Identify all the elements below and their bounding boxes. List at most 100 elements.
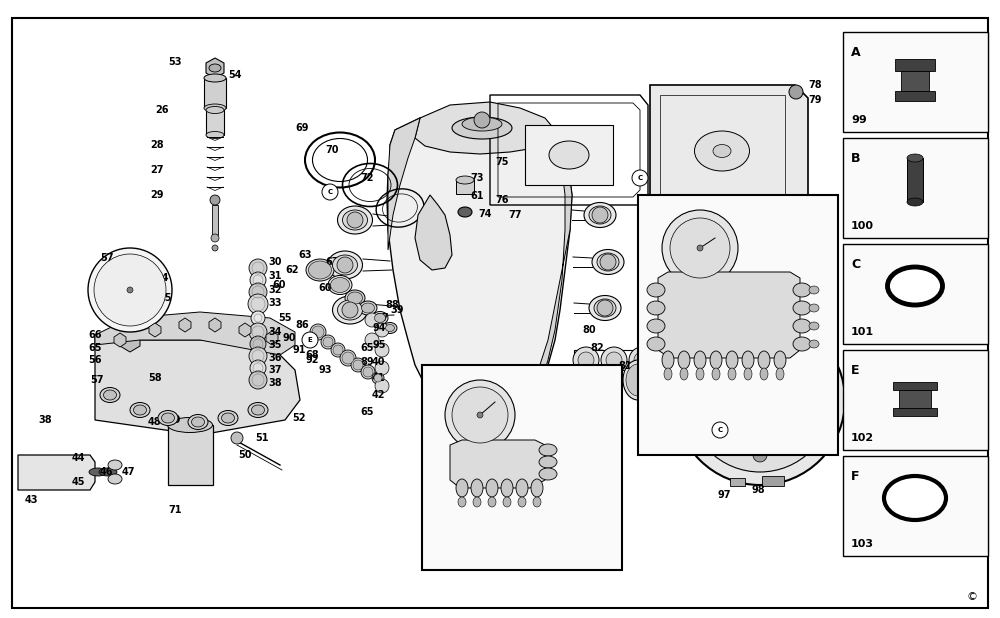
Ellipse shape bbox=[206, 106, 224, 114]
Text: 65: 65 bbox=[360, 343, 374, 353]
Text: 86: 86 bbox=[295, 320, 309, 330]
Circle shape bbox=[333, 345, 343, 355]
Polygon shape bbox=[95, 312, 295, 355]
Ellipse shape bbox=[900, 276, 930, 296]
Ellipse shape bbox=[375, 313, 386, 323]
Text: 50: 50 bbox=[238, 450, 252, 460]
Ellipse shape bbox=[726, 351, 738, 369]
Ellipse shape bbox=[713, 145, 731, 158]
Circle shape bbox=[606, 352, 622, 368]
Text: 57: 57 bbox=[90, 375, 104, 385]
Ellipse shape bbox=[647, 301, 665, 315]
Text: 76: 76 bbox=[495, 195, 509, 205]
Circle shape bbox=[662, 352, 678, 368]
Ellipse shape bbox=[584, 203, 616, 227]
Text: F: F bbox=[851, 470, 859, 483]
Circle shape bbox=[211, 234, 219, 242]
Text: 59: 59 bbox=[102, 393, 116, 403]
Text: 98: 98 bbox=[752, 485, 766, 495]
Circle shape bbox=[670, 218, 730, 278]
Ellipse shape bbox=[345, 290, 365, 306]
Text: 39: 39 bbox=[390, 305, 404, 315]
Text: 90: 90 bbox=[282, 333, 296, 343]
Text: 87: 87 bbox=[375, 313, 389, 323]
Circle shape bbox=[375, 343, 389, 357]
Ellipse shape bbox=[372, 311, 388, 324]
Ellipse shape bbox=[100, 387, 120, 402]
Text: 82: 82 bbox=[590, 343, 604, 353]
Polygon shape bbox=[114, 333, 126, 347]
Circle shape bbox=[342, 302, 358, 318]
Bar bbox=[893, 408, 937, 416]
Ellipse shape bbox=[539, 468, 557, 480]
Circle shape bbox=[321, 335, 335, 349]
Ellipse shape bbox=[462, 117, 502, 131]
Text: 33: 33 bbox=[268, 298, 282, 308]
Text: 64: 64 bbox=[310, 265, 324, 275]
Ellipse shape bbox=[539, 444, 557, 456]
Ellipse shape bbox=[888, 267, 942, 305]
Text: 43: 43 bbox=[25, 495, 39, 505]
Bar bbox=[901, 71, 929, 91]
Ellipse shape bbox=[99, 468, 117, 476]
Circle shape bbox=[337, 257, 353, 273]
Circle shape bbox=[251, 311, 265, 325]
Text: 51: 51 bbox=[255, 433, 269, 443]
Circle shape bbox=[88, 248, 172, 332]
Ellipse shape bbox=[488, 497, 496, 507]
Text: E: E bbox=[308, 337, 312, 343]
Ellipse shape bbox=[809, 340, 819, 348]
Circle shape bbox=[657, 347, 683, 373]
Ellipse shape bbox=[188, 415, 208, 430]
Ellipse shape bbox=[456, 176, 474, 184]
Text: 37: 37 bbox=[268, 365, 282, 375]
Bar bbox=[895, 91, 935, 101]
Circle shape bbox=[347, 212, 363, 228]
Circle shape bbox=[342, 352, 354, 364]
Circle shape bbox=[573, 347, 599, 373]
Bar bbox=[843, 350, 988, 450]
Ellipse shape bbox=[549, 141, 589, 169]
Ellipse shape bbox=[471, 479, 483, 497]
Ellipse shape bbox=[501, 479, 513, 497]
Text: 77: 77 bbox=[508, 210, 522, 220]
Text: 36: 36 bbox=[268, 353, 282, 363]
Circle shape bbox=[662, 210, 738, 286]
Polygon shape bbox=[525, 148, 572, 400]
Ellipse shape bbox=[684, 365, 696, 385]
Text: 52: 52 bbox=[292, 413, 306, 423]
Circle shape bbox=[127, 287, 133, 293]
Ellipse shape bbox=[696, 368, 704, 380]
Text: 91: 91 bbox=[292, 345, 306, 355]
Text: ©: © bbox=[967, 592, 978, 602]
Text: 55: 55 bbox=[278, 313, 292, 323]
Ellipse shape bbox=[623, 360, 653, 400]
Text: 58: 58 bbox=[100, 290, 114, 300]
Text: C: C bbox=[327, 189, 333, 195]
Ellipse shape bbox=[516, 479, 528, 497]
Bar bbox=[907, 158, 923, 202]
Ellipse shape bbox=[362, 303, 375, 313]
Text: 68: 68 bbox=[305, 350, 319, 360]
Ellipse shape bbox=[130, 402, 150, 418]
Circle shape bbox=[685, 347, 711, 373]
Ellipse shape bbox=[664, 368, 672, 380]
Ellipse shape bbox=[694, 131, 750, 171]
Text: 40: 40 bbox=[372, 357, 386, 367]
Ellipse shape bbox=[897, 486, 932, 510]
Circle shape bbox=[365, 313, 379, 327]
Ellipse shape bbox=[907, 198, 923, 206]
Text: 49: 49 bbox=[168, 415, 182, 425]
Polygon shape bbox=[266, 331, 278, 345]
Ellipse shape bbox=[626, 364, 650, 396]
Ellipse shape bbox=[306, 259, 334, 281]
Text: 45: 45 bbox=[72, 477, 86, 487]
Ellipse shape bbox=[710, 351, 722, 369]
Bar bbox=[730, 478, 745, 486]
Ellipse shape bbox=[647, 283, 665, 297]
Text: 65: 65 bbox=[88, 343, 102, 353]
Ellipse shape bbox=[665, 361, 685, 391]
Text: 81: 81 bbox=[618, 361, 632, 371]
Ellipse shape bbox=[192, 417, 205, 427]
Text: 46: 46 bbox=[100, 467, 114, 477]
